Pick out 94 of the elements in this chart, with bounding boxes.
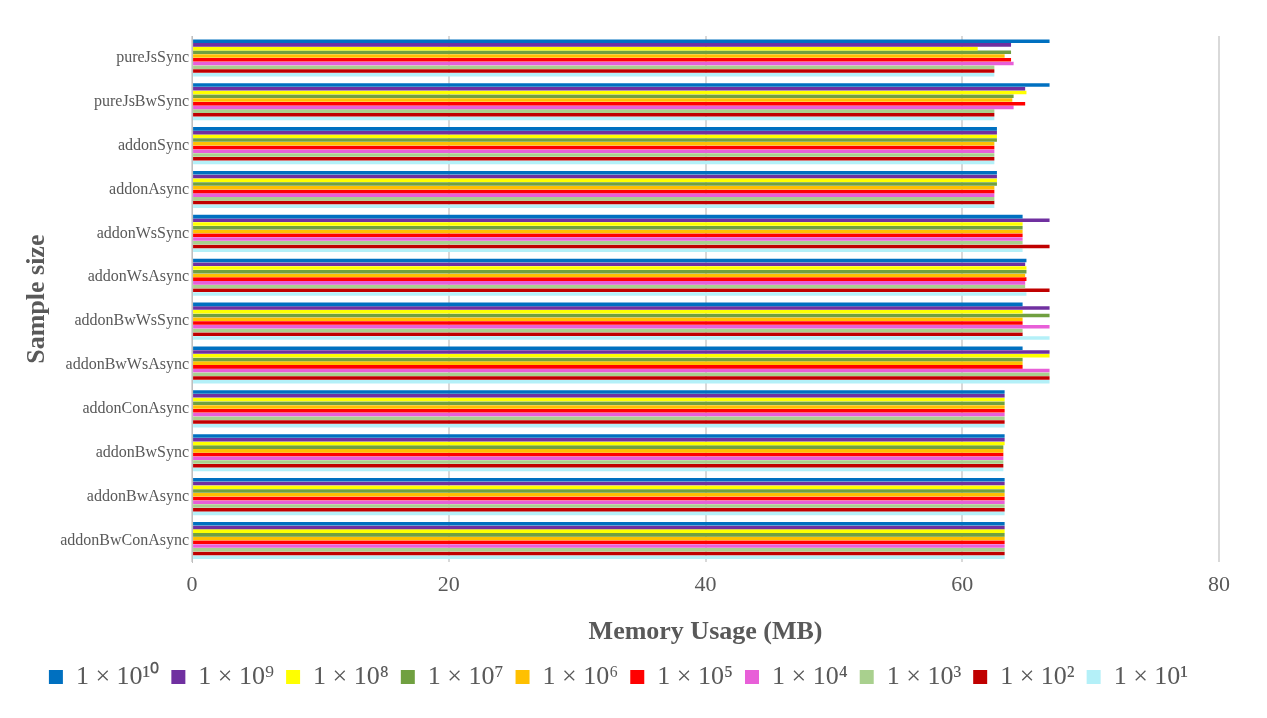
y-axis-title: Sample size xyxy=(21,234,51,364)
bar xyxy=(193,449,1004,453)
bar xyxy=(193,555,1005,560)
legend-label: 1 × 10⁷ xyxy=(427,660,504,690)
bar xyxy=(193,142,995,146)
bar xyxy=(193,182,997,186)
legend-label: 1 × 10⁵ xyxy=(657,660,733,690)
y-tick-label: pureJsSync xyxy=(116,48,190,67)
legend-label: 1 × 10² xyxy=(1000,660,1075,690)
bar xyxy=(193,405,1005,409)
bar xyxy=(193,86,1026,91)
bar xyxy=(193,408,1005,413)
bar xyxy=(193,346,1023,350)
bar xyxy=(193,434,1005,438)
y-tick-label: addonWsSync xyxy=(96,223,190,242)
bar xyxy=(193,69,995,73)
x-axis-title: Memory Usage (MB) xyxy=(588,616,823,646)
y-tick-label: addonBwWsSync xyxy=(74,311,190,330)
bar xyxy=(193,193,995,197)
bar xyxy=(193,54,1005,58)
y-tick-label: addonBwSync xyxy=(95,442,190,461)
bar xyxy=(193,500,1005,504)
bar xyxy=(193,504,1005,508)
bar xyxy=(193,548,1005,552)
bar xyxy=(193,361,1023,365)
bar xyxy=(193,332,1023,336)
bar xyxy=(193,281,1026,285)
bar xyxy=(193,390,1005,394)
x-tick-label: 60 xyxy=(951,571,974,597)
bar xyxy=(193,266,1027,270)
bar xyxy=(193,380,1050,384)
bar xyxy=(193,83,1050,87)
bar xyxy=(193,237,1023,241)
bar xyxy=(193,394,1005,398)
bar xyxy=(193,94,1014,98)
bar xyxy=(193,492,1005,497)
bar xyxy=(193,262,1026,266)
y-tick-label: addonBwAsync xyxy=(86,486,190,505)
bar xyxy=(193,310,1023,314)
bar xyxy=(193,478,1005,482)
legend-label: 1 × 10³ xyxy=(886,660,962,690)
bar xyxy=(193,170,997,175)
bar xyxy=(193,178,997,182)
bar xyxy=(193,109,995,113)
y-tick-label: addonBwWsAsync xyxy=(65,355,190,374)
bar xyxy=(193,420,1005,424)
bar xyxy=(193,43,1012,47)
bar xyxy=(193,233,1023,238)
y-tick-label: addonAsync xyxy=(109,179,190,198)
bar xyxy=(193,58,1012,62)
bar xyxy=(193,321,1023,325)
legend-label: 1 × 10⁸ xyxy=(313,660,389,690)
bar xyxy=(193,138,997,142)
y-tick-label: addonWsAsync xyxy=(87,267,190,286)
bar xyxy=(193,39,1050,43)
bar xyxy=(193,489,1005,493)
legend-label: 1 × 10⁴ xyxy=(772,660,848,690)
bar xyxy=(193,149,995,154)
x-tick-label: 40 xyxy=(694,571,717,597)
bar xyxy=(193,317,1023,322)
bar xyxy=(193,197,995,201)
bar xyxy=(193,416,1005,420)
bar xyxy=(193,113,995,117)
bar xyxy=(193,464,1004,468)
bar xyxy=(193,306,1050,310)
y-tick-label: addonBwConAsync xyxy=(60,530,190,549)
bar xyxy=(193,544,1005,548)
legend-label: 1 × 10¹ xyxy=(1113,660,1189,690)
bar xyxy=(193,460,1004,464)
x-tick-label: 80 xyxy=(1208,571,1230,597)
bar xyxy=(193,365,1023,369)
bar xyxy=(193,376,1050,380)
bar xyxy=(193,248,1023,252)
legend-label: 1 × 10⁶ xyxy=(542,660,619,690)
bar xyxy=(193,350,1050,354)
legend-label: 1 × 10¹⁰ xyxy=(75,660,160,690)
x-tick-label: 0 xyxy=(186,571,198,597)
bar xyxy=(193,336,1050,340)
y-tick-label: addonSync xyxy=(117,135,190,154)
bar xyxy=(193,226,1023,230)
y-tick-label: pureJsBwSync xyxy=(93,92,190,110)
bar xyxy=(193,65,995,70)
bar xyxy=(193,445,1004,449)
bar xyxy=(193,127,997,131)
bar xyxy=(193,153,995,157)
y-tick-label: addonConAsync xyxy=(82,399,190,418)
bar xyxy=(193,98,1013,102)
bar xyxy=(193,277,1027,281)
bar xyxy=(193,222,1023,226)
bar xyxy=(193,533,1005,537)
x-tick-label: 20 xyxy=(437,571,460,597)
bar xyxy=(193,529,1005,533)
legend-label: 1 × 10⁹ xyxy=(198,660,275,690)
bar xyxy=(193,292,1027,296)
